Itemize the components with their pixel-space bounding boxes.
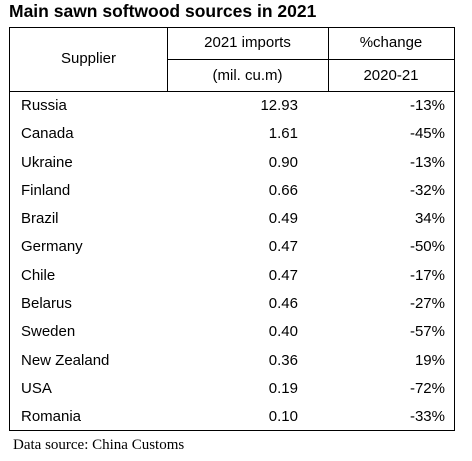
- table-row: USA 0.19 -72%: [10, 375, 454, 403]
- change-cell: -13%: [409, 97, 445, 114]
- supplier-cell: Finland: [21, 181, 71, 199]
- table-row: Sweden 0.40 -57%: [10, 318, 454, 346]
- imports-cell: 0.36: [268, 351, 298, 369]
- supplier-cell: New Zealand: [21, 351, 110, 369]
- imports-cell: 0.10: [268, 408, 298, 426]
- supplier-cell: Germany: [21, 238, 83, 256]
- imports-cell: 12.93: [260, 97, 298, 114]
- imports-cell: 0.40: [268, 323, 298, 341]
- supplier-cell: Russia: [21, 97, 67, 114]
- change-cell: 34%: [414, 210, 445, 228]
- table-row: Finland 0.66 -32%: [10, 177, 454, 205]
- supplier-cell: USA: [21, 379, 52, 397]
- change-cell: -27%: [409, 295, 445, 313]
- imports-cell: 0.47: [268, 266, 298, 284]
- table-row: Brazil 0.49 34%: [10, 205, 454, 233]
- change-cell: -13%: [409, 153, 445, 171]
- table-row: Russia 12.93 -13%: [10, 92, 454, 120]
- supplier-cell: Romania: [21, 408, 82, 426]
- header-change-period: 2020-21: [363, 67, 419, 84]
- imports-cell: 0.47: [268, 238, 298, 256]
- header-bottom-line: [10, 91, 454, 92]
- table-body: Russia 12.93 -13% Canada 1.61 -45% Ukraine 0.90…: [10, 92, 454, 432]
- supplier-cell: Sweden: [21, 323, 76, 341]
- change-cell: -17%: [409, 266, 445, 284]
- imports-cell: 0.66: [268, 181, 298, 199]
- supplier-cell: Brazil: [21, 210, 59, 228]
- supplier-cell: Chile: [21, 266, 56, 284]
- imports-cell: 0.19: [268, 379, 298, 397]
- change-cell: -33%: [409, 408, 445, 426]
- header-supplier: Supplier: [60, 50, 117, 67]
- change-cell: -50%: [409, 238, 445, 256]
- table-title: Main sawn softwood sources in 2021: [9, 1, 317, 21]
- header-change: %change: [359, 34, 423, 51]
- table-row: Canada 1.61 -45%: [10, 120, 454, 148]
- supplier-cell: Ukraine: [21, 153, 73, 171]
- table-row: Belarus 0.46 -27%: [10, 290, 454, 318]
- imports-cell: 0.90: [268, 153, 298, 171]
- change-cell: -45%: [409, 125, 445, 143]
- imports-cell: 0.46: [268, 295, 298, 313]
- change-cell: -72%: [409, 379, 445, 397]
- supplier-cell: Belarus: [21, 295, 72, 313]
- table-row: New Zealand 0.36 19%: [10, 347, 454, 375]
- header-mid-line: [167, 59, 454, 60]
- change-cell: 19%: [414, 351, 445, 369]
- supplier-cell: Canada: [21, 125, 74, 143]
- table-row: Chile 0.47 -17%: [10, 262, 454, 290]
- change-cell: -57%: [409, 323, 445, 341]
- imports-cell: 1.61: [268, 125, 298, 143]
- table-row: Germany 0.47 -50%: [10, 233, 454, 261]
- imports-table: Supplier 2021 imports (mil. cu.m) %chang…: [9, 27, 455, 431]
- change-cell: -32%: [409, 181, 445, 199]
- table-row: Ukraine 0.90 -13%: [10, 149, 454, 177]
- header-imports-unit: (mil. cu.m): [212, 67, 283, 84]
- imports-cell: 0.49: [268, 210, 298, 228]
- data-source-note: Data source: China Customs: [13, 437, 185, 453]
- header-imports: 2021 imports: [204, 34, 291, 51]
- table-row: Romania 0.10 -33%: [10, 403, 454, 431]
